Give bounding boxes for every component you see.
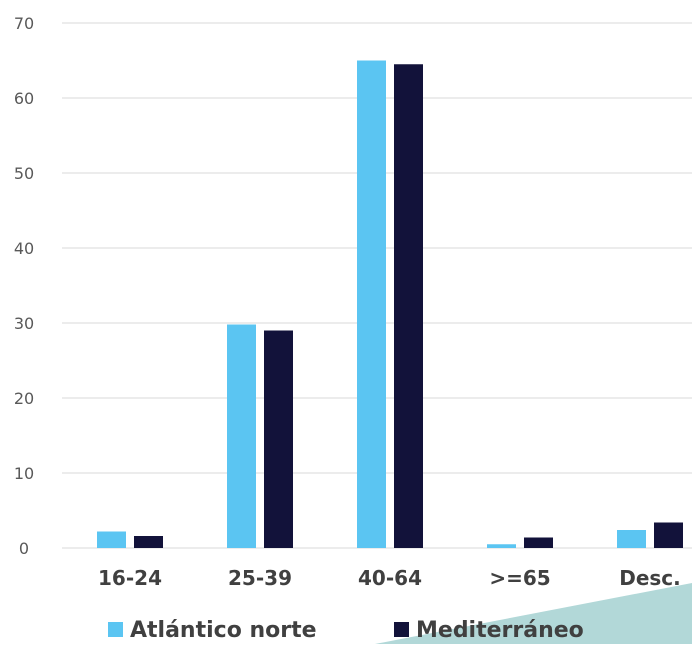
legend-swatch	[394, 622, 409, 637]
x-tick-label: 40-64	[358, 566, 422, 590]
bar-atlantico-1	[227, 324, 256, 548]
gridlines	[62, 22, 692, 549]
decorative-corner-shape	[375, 583, 692, 644]
bar-mediterraneo-0	[134, 536, 163, 548]
bar-mediterraneo-2	[394, 64, 423, 548]
y-tick-label: 50	[14, 164, 34, 183]
x-tick-label: >=65	[489, 566, 550, 590]
y-tick-label: 60	[14, 89, 34, 108]
x-axis-ticks: 16-24 25-39 40-64 >=65 Desc.	[98, 566, 681, 590]
bar-atlantico-0	[97, 531, 126, 548]
bar-atlantico-4	[617, 530, 646, 548]
bar-atlantico-2	[357, 60, 386, 548]
y-tick-label: 70	[14, 14, 34, 33]
x-tick-label: 25-39	[228, 566, 292, 590]
y-tick-label: 20	[14, 389, 34, 408]
bar-atlantico-3	[487, 544, 516, 548]
y-tick-label: 10	[14, 464, 34, 483]
y-tick-label: 40	[14, 239, 34, 258]
legend-swatch	[108, 622, 123, 637]
bar-mediterraneo-1	[264, 330, 293, 548]
x-tick-label: Desc.	[619, 566, 681, 590]
y-tick-label: 0	[19, 539, 29, 558]
bars	[97, 60, 683, 548]
y-axis-ticks: 0 10 20 30 40 50 60 70	[14, 14, 34, 558]
legend-label: Atlántico norte	[130, 618, 317, 643]
legend-label: Mediterráneo	[416, 618, 584, 643]
x-tick-label: 16-24	[98, 566, 162, 590]
bar-mediterraneo-3	[524, 537, 553, 548]
y-tick-label: 30	[14, 314, 34, 333]
legend: Atlántico norte Mediterráneo	[108, 618, 584, 643]
bar-mediterraneo-4	[654, 522, 683, 548]
